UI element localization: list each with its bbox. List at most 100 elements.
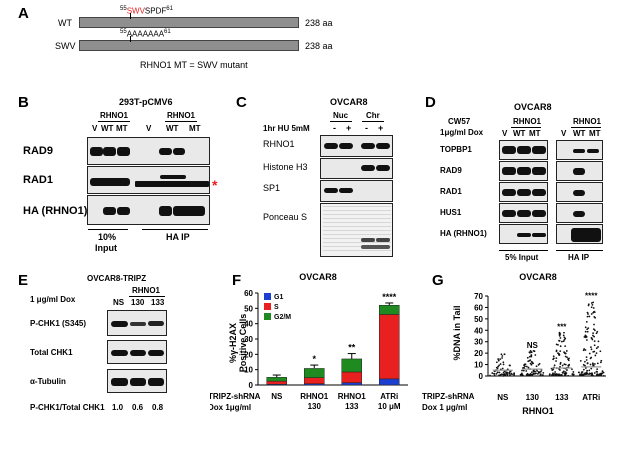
swv-protein-bar xyxy=(79,40,299,51)
panel-g-label: G xyxy=(432,272,444,289)
panel-g-point xyxy=(502,363,505,366)
panel-f-category-label: 133 xyxy=(345,402,359,411)
panel-g-point xyxy=(588,372,591,375)
panel-d-blot-rad1 xyxy=(499,182,548,202)
panel-g-ytick-label: 60 xyxy=(474,303,483,312)
panel-b-input-line xyxy=(88,229,128,230)
band xyxy=(376,165,390,171)
panel-c-blot-ponceau xyxy=(320,203,393,257)
panel-g-point xyxy=(557,373,560,376)
panel-g-point xyxy=(586,330,589,333)
band xyxy=(111,321,128,327)
wt-protein-bar xyxy=(79,17,299,28)
panel-b-blot-rad9 xyxy=(87,137,210,165)
panel-d-blot-hus1-ip xyxy=(556,203,603,223)
panel-c-label: C xyxy=(236,94,247,111)
panel-g-point xyxy=(497,359,500,362)
panel-g-point xyxy=(595,332,598,335)
panel-g-ytick-label: 20 xyxy=(474,349,483,358)
panel-g-point xyxy=(567,374,570,377)
panel-g-point xyxy=(588,352,591,355)
panel-g-point xyxy=(542,371,545,374)
panel-b-ip-line xyxy=(142,229,208,230)
panel-g-point xyxy=(537,364,540,366)
panel-g-ytick-label: 10 xyxy=(474,361,483,370)
panel-g-point xyxy=(564,371,567,374)
panel-g-point xyxy=(595,347,598,350)
panel-c-lane-4: + xyxy=(378,123,384,133)
panel-c-chr-underline xyxy=(362,121,384,122)
panel-g-ytick-label: 0 xyxy=(479,372,484,381)
panel-f-legend-swatch xyxy=(264,303,271,310)
panel-b-ip-label: HA IP xyxy=(166,232,190,242)
panel-g-point xyxy=(600,374,602,377)
panel-g-chart: OVCAR8 %DNA in Tail 0 10 20 30 40 50 60 70 NS **… xyxy=(422,272,606,416)
panel-g-point xyxy=(530,354,533,357)
panel-g-point xyxy=(530,371,533,374)
panel-g-point xyxy=(593,335,595,338)
panel-g-point xyxy=(552,357,555,360)
panel-f-bar-segment xyxy=(341,382,362,386)
panel-g-point xyxy=(563,331,565,334)
panel-g-point xyxy=(588,369,591,372)
panel-d-row-rad1: RAD1 xyxy=(440,187,462,196)
panel-g-point xyxy=(568,357,570,360)
panel-d-ip-label: HA IP xyxy=(568,253,590,262)
panel-d-lane-1: V xyxy=(502,129,508,138)
panel-f-row-label-1: TRIPZ-shRNA xyxy=(210,392,261,401)
panel-g-point xyxy=(592,363,594,366)
panel-f-significance: * xyxy=(312,354,316,364)
panel-g-point xyxy=(509,373,511,376)
panel-g-point xyxy=(600,359,603,362)
band xyxy=(532,189,546,196)
panel-g-point xyxy=(563,370,565,373)
panel-g-point xyxy=(577,371,580,374)
panel-f-category-label: RHNO1 xyxy=(338,392,367,401)
panel-g-point xyxy=(571,368,573,371)
panel-g-point xyxy=(563,351,566,354)
panel-g-point xyxy=(599,361,602,364)
panel-d-blot-ha xyxy=(499,224,548,244)
band xyxy=(130,378,146,386)
panel-f-ylabel-1: %γ-H2AX xyxy=(228,323,238,363)
panel-d-lane-2: WT xyxy=(513,129,526,138)
panel-d-lane-6: MT xyxy=(589,129,601,138)
panel-g-title: OVCAR8 xyxy=(519,272,557,282)
panel-d-lane-5: WT xyxy=(573,129,586,138)
panel-c-row-sp1: SP1 xyxy=(263,183,281,193)
panel-g-point xyxy=(501,357,503,359)
band xyxy=(90,178,130,186)
panel-d-blot-topbp1 xyxy=(499,140,548,160)
panel-g-point xyxy=(558,334,561,337)
band xyxy=(361,143,375,149)
panel-g-point xyxy=(565,350,568,352)
panel-c-blot-h3 xyxy=(320,158,393,179)
panel-g-point xyxy=(599,350,602,353)
panel-g-point xyxy=(498,364,500,367)
panel-g-point xyxy=(597,340,600,343)
panel-d-rhno1-underline-2 xyxy=(571,127,601,128)
panel-b-title: 293T-pCMV6 xyxy=(119,97,173,107)
panel-b-input-label: Input xyxy=(95,243,117,253)
panel-c-lane-2: + xyxy=(346,123,352,133)
panel-g-point xyxy=(557,344,559,346)
band xyxy=(173,148,185,155)
panel-g-ytick-label: 30 xyxy=(474,338,483,347)
panel-b-rhno1-underline-1 xyxy=(98,121,130,122)
panel-b-rhno1-group-1: RHNO1 xyxy=(100,111,129,120)
panel-g-point xyxy=(506,371,509,374)
panel-g-point xyxy=(520,372,523,375)
panel-d-blot-topbp1-ip xyxy=(556,140,603,160)
panel-g-point xyxy=(587,304,590,307)
panel-g-point xyxy=(563,338,566,341)
band xyxy=(573,168,585,175)
panel-f-category-label: 10 μM xyxy=(378,402,401,411)
panel-c-nuc: Nuc xyxy=(333,111,349,120)
panel-g-point xyxy=(561,364,564,367)
panel-g-point xyxy=(602,371,605,374)
panel-f-row-label-2: Dox 1μg/ml xyxy=(210,403,251,412)
panel-e-row-pchk1: P-CHK1 (S345) xyxy=(30,319,87,328)
panel-b-blot-ha xyxy=(87,195,210,225)
panel-g-category-label: ATRi xyxy=(582,393,600,402)
panel-b-row-rad9: RAD9 xyxy=(23,145,53,157)
